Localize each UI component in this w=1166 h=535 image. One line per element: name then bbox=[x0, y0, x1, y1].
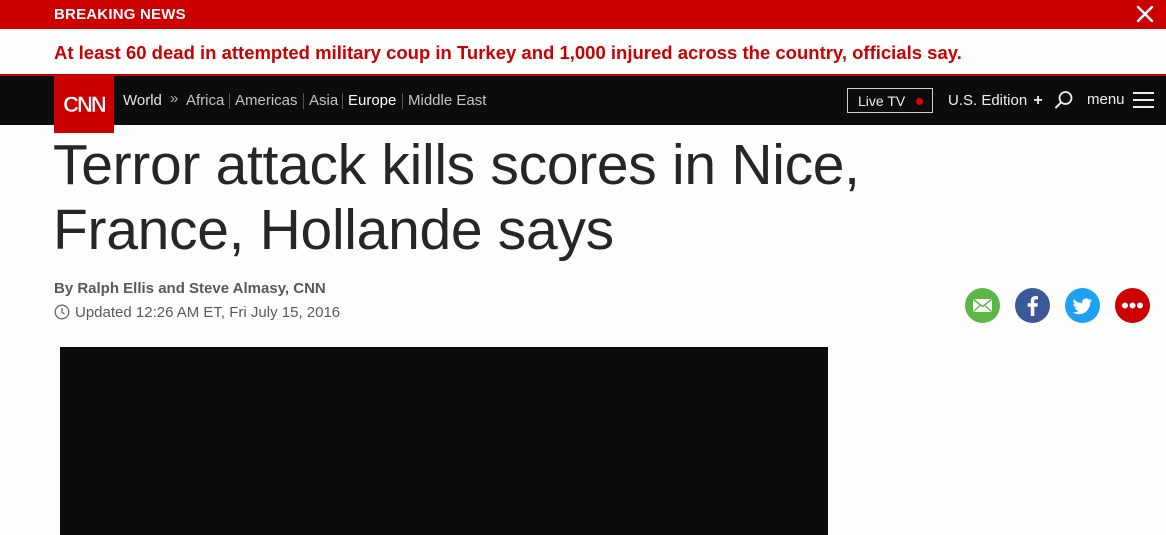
twitter-icon bbox=[1065, 288, 1100, 323]
plus-icon: + bbox=[1033, 92, 1043, 109]
nav-item-africa[interactable]: Africa bbox=[186, 92, 225, 109]
share-more-button[interactable] bbox=[1115, 288, 1150, 323]
updated-text: Updated 12:26 AM ET, Fri July 15, 2016 bbox=[75, 304, 341, 321]
article-headline: Terror attack kills scores in Nice, Fran… bbox=[53, 133, 993, 263]
menu-label[interactable]: menu bbox=[1087, 91, 1125, 108]
live-tv-button[interactable]: Live TV bbox=[847, 88, 933, 113]
headline-line-1: Terror attack kills scores in Nice, bbox=[53, 133, 860, 197]
breaking-news-label: BREAKING NEWS bbox=[54, 6, 186, 23]
edition-selector[interactable]: U.S. Edition + bbox=[948, 92, 1043, 110]
nav-item-middle-east[interactable]: Middle East bbox=[408, 92, 487, 109]
close-icon[interactable] bbox=[1134, 3, 1156, 25]
share-twitter-button[interactable] bbox=[1065, 288, 1100, 323]
search-icon[interactable] bbox=[1053, 89, 1075, 111]
live-dot-icon bbox=[916, 98, 923, 105]
cnn-logo-icon: CNN bbox=[63, 92, 108, 117]
clock-icon bbox=[54, 304, 70, 320]
share-email-button[interactable] bbox=[965, 288, 1000, 323]
email-icon bbox=[965, 288, 1000, 323]
breaking-news-bar: BREAKING NEWS bbox=[0, 0, 1166, 29]
breaking-news-body: At least 60 dead in attempted military c… bbox=[0, 29, 1166, 76]
article-byline: By Ralph Ellis and Steve Almasy, CNN bbox=[54, 280, 326, 297]
top-navigation: World » Africa Americas Asia Europe Midd… bbox=[0, 76, 1166, 125]
nav-section-world[interactable]: World bbox=[123, 92, 162, 109]
share-facebook-button[interactable] bbox=[1015, 288, 1050, 323]
facebook-icon bbox=[1015, 288, 1050, 323]
nav-item-europe[interactable]: Europe bbox=[348, 92, 397, 109]
nav-divider bbox=[229, 93, 230, 109]
edition-label: U.S. Edition bbox=[948, 92, 1028, 109]
cnn-logo[interactable]: CNN bbox=[54, 76, 114, 133]
headline-line-2: France, Hollande says bbox=[53, 198, 614, 262]
nav-divider bbox=[402, 93, 403, 109]
nav-divider bbox=[303, 93, 304, 109]
live-tv-label: Live TV bbox=[858, 93, 906, 109]
article-timestamp: Updated 12:26 AM ET, Fri July 15, 2016 bbox=[54, 304, 340, 321]
nav-raquo: » bbox=[170, 90, 179, 107]
nav-item-americas[interactable]: Americas bbox=[235, 92, 298, 109]
more-icon bbox=[1115, 288, 1150, 323]
nav-item-asia[interactable]: Asia bbox=[309, 92, 339, 109]
hamburger-menu-icon[interactable] bbox=[1133, 92, 1154, 108]
video-player[interactable] bbox=[60, 347, 828, 535]
nav-divider bbox=[342, 93, 343, 109]
svg-text:CNN: CNN bbox=[63, 92, 106, 117]
breaking-news-link[interactable]: At least 60 dead in attempted military c… bbox=[54, 42, 962, 63]
